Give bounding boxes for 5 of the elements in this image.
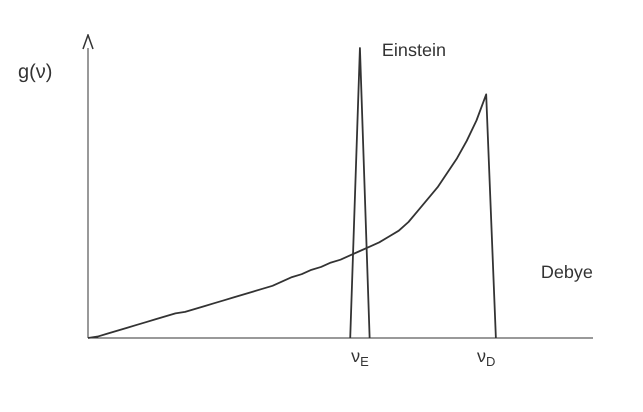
- x-tick-label: ν$_{D}$: [476, 346, 496, 369]
- x-tick-label: ν$_{E}$: [351, 346, 370, 369]
- text: Debye: [540, 262, 593, 282]
- series-label: Einstein: [382, 40, 446, 60]
- y-axis-title: g(ν): [18, 61, 52, 83]
